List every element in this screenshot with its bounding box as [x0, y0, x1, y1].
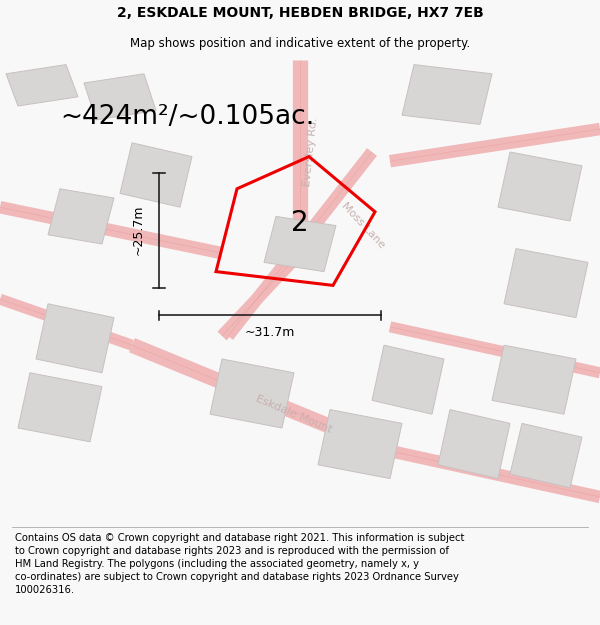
Polygon shape: [120, 142, 192, 208]
Polygon shape: [402, 64, 492, 124]
Polygon shape: [510, 423, 582, 488]
Polygon shape: [318, 409, 402, 479]
Polygon shape: [264, 216, 336, 272]
Text: Moss Lane: Moss Lane: [340, 201, 386, 251]
Polygon shape: [48, 189, 114, 244]
Text: 2, ESKDALE MOUNT, HEBDEN BRIDGE, HX7 7EB: 2, ESKDALE MOUNT, HEBDEN BRIDGE, HX7 7EB: [116, 6, 484, 20]
Text: ~424m²/~0.105ac.: ~424m²/~0.105ac.: [60, 104, 314, 131]
Polygon shape: [36, 304, 114, 372]
Text: 2: 2: [291, 209, 309, 238]
Text: ~25.7m: ~25.7m: [131, 205, 145, 256]
Text: Map shows position and indicative extent of the property.: Map shows position and indicative extent…: [130, 37, 470, 50]
Polygon shape: [18, 372, 102, 442]
Text: Eskdale Mount: Eskdale Mount: [254, 394, 334, 435]
Polygon shape: [372, 345, 444, 414]
Polygon shape: [84, 74, 156, 120]
Polygon shape: [6, 64, 78, 106]
Polygon shape: [504, 249, 588, 318]
Polygon shape: [438, 409, 510, 479]
Polygon shape: [210, 359, 294, 428]
Polygon shape: [498, 152, 582, 221]
Polygon shape: [492, 345, 576, 414]
Text: Contains OS data © Crown copyright and database right 2021. This information is : Contains OS data © Crown copyright and d…: [15, 532, 464, 596]
Text: Eversley Rd.: Eversley Rd.: [302, 117, 319, 187]
Text: ~31.7m: ~31.7m: [245, 326, 295, 339]
